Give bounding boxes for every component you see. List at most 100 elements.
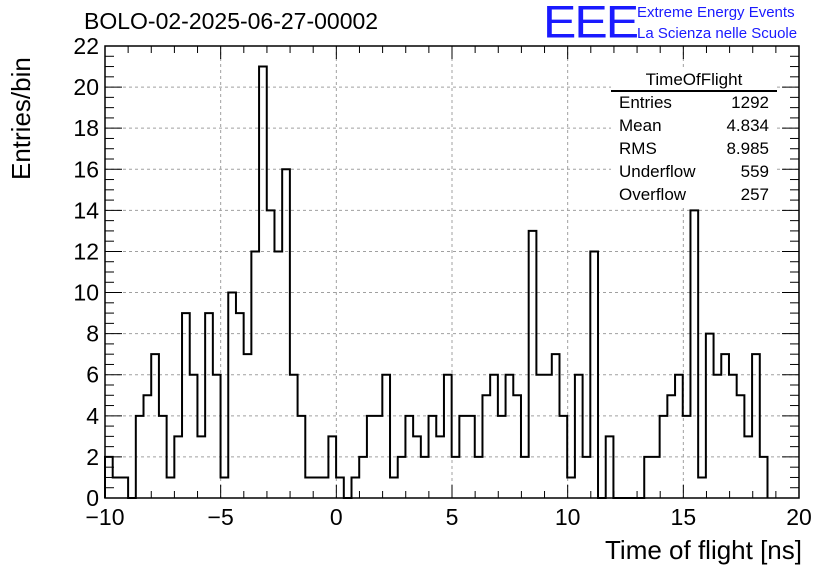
y-axis-label: Entries/bin bbox=[6, 57, 36, 180]
stats-key: Entries bbox=[619, 93, 672, 112]
histogram-bin bbox=[213, 375, 221, 498]
y-tick-label: 4 bbox=[86, 403, 99, 429]
histogram-bin bbox=[228, 293, 236, 498]
histogram-bin bbox=[698, 477, 706, 498]
histogram-bin bbox=[390, 477, 398, 498]
histogram-outline bbox=[104, 65, 769, 499]
histogram-bin bbox=[667, 395, 675, 498]
histogram-bin bbox=[398, 457, 406, 498]
y-tick-label: 12 bbox=[73, 238, 99, 264]
stats-key: Overflow bbox=[619, 185, 687, 204]
y-tick-label: 0 bbox=[86, 485, 99, 511]
histogram-bin bbox=[436, 436, 444, 498]
histogram-bin bbox=[413, 436, 421, 498]
logo-subtitle-line2: La Scienza nelle Scuole bbox=[637, 25, 798, 42]
histogram-bin bbox=[729, 375, 737, 498]
histogram-bin bbox=[382, 375, 390, 498]
stats-value: 8.985 bbox=[726, 139, 769, 158]
x-axis-label: Time of flight [ns] bbox=[605, 535, 802, 565]
histogram-bin bbox=[444, 375, 452, 498]
histogram-bin bbox=[529, 231, 537, 498]
histogram-bin bbox=[752, 354, 760, 498]
stats-key: Underflow bbox=[619, 162, 696, 181]
histogram-bin bbox=[552, 354, 560, 498]
y-tick-label: 2 bbox=[86, 444, 99, 470]
stats-value: 1292 bbox=[731, 93, 769, 112]
histogram-bin bbox=[575, 375, 583, 498]
histogram-bin bbox=[421, 457, 429, 498]
tick-labels: −10 −5 0 5 10 15 20 0 2 4 6 8 10 12 14 16 18 20 22 bbox=[73, 33, 811, 530]
histogram-bin bbox=[221, 477, 229, 498]
histogram-bin bbox=[236, 313, 244, 498]
histogram-bin bbox=[321, 477, 329, 498]
histogram-bin bbox=[144, 395, 152, 498]
histogram-bin bbox=[714, 375, 722, 498]
histogram-bin bbox=[290, 375, 298, 498]
histogram-bin bbox=[174, 436, 182, 498]
histogram-bin bbox=[482, 395, 490, 498]
histogram-bin bbox=[205, 313, 213, 498]
histogram-bin bbox=[197, 436, 205, 498]
x-tick-label: 0 bbox=[330, 504, 343, 530]
histogram-bin bbox=[352, 477, 360, 498]
histogram-bin bbox=[151, 354, 159, 498]
y-tick-label: 20 bbox=[73, 74, 99, 100]
histogram-bin bbox=[244, 354, 252, 498]
y-tick-label: 8 bbox=[86, 321, 99, 347]
histogram-bin bbox=[744, 436, 752, 498]
histogram-bin bbox=[513, 395, 521, 498]
stats-value: 559 bbox=[740, 162, 769, 181]
x-tick-label: 20 bbox=[786, 504, 812, 530]
y-tick-label: 18 bbox=[73, 115, 99, 141]
histogram-bin bbox=[737, 395, 745, 498]
histogram-bin bbox=[675, 375, 683, 498]
eee-logo: EEE bbox=[543, 0, 639, 48]
y-tick-label: 22 bbox=[73, 33, 99, 59]
stats-box: TimeOfFlight Entries 1292 Mean 4.834 RMS… bbox=[611, 68, 777, 208]
stats-value: 4.834 bbox=[726, 116, 769, 135]
histogram-bin bbox=[336, 477, 344, 498]
stats-title: TimeOfFlight bbox=[645, 70, 743, 89]
histogram-bin bbox=[606, 436, 614, 498]
histogram-bin bbox=[167, 477, 175, 498]
histogram-bin bbox=[690, 210, 698, 498]
histogram-bin bbox=[644, 457, 652, 498]
histogram-bin bbox=[721, 354, 729, 498]
x-tick-label: −10 bbox=[85, 504, 124, 530]
x-tick-label: −5 bbox=[208, 504, 234, 530]
histogram-bin bbox=[190, 375, 198, 498]
histogram-bin bbox=[521, 457, 529, 498]
histogram-bin bbox=[267, 210, 275, 498]
run-title: BOLO-02-2025-06-27-00002 bbox=[84, 8, 379, 34]
histogram-bin bbox=[120, 477, 128, 498]
x-tick-label: 5 bbox=[446, 504, 459, 530]
histogram-bin bbox=[475, 457, 483, 498]
histogram-bin bbox=[583, 457, 591, 498]
histogram-bin bbox=[536, 375, 544, 498]
x-tick-label: 10 bbox=[555, 504, 581, 530]
stats-divider bbox=[611, 90, 777, 92]
y-tick-label: 6 bbox=[86, 362, 99, 388]
histogram-bin bbox=[259, 67, 267, 498]
histogram-bin bbox=[328, 436, 336, 498]
logo-subtitle-line1: Extreme Energy Events bbox=[637, 4, 795, 21]
y-tick-label: 10 bbox=[73, 280, 99, 306]
stats-key: RMS bbox=[619, 139, 657, 158]
histogram-bin bbox=[305, 477, 313, 498]
histogram-bin bbox=[359, 457, 367, 498]
histogram-bin bbox=[567, 477, 575, 498]
stats-key: Mean bbox=[619, 116, 662, 135]
y-tick-label: 16 bbox=[73, 156, 99, 182]
histogram-bin bbox=[544, 375, 552, 498]
histogram-bin bbox=[490, 375, 498, 498]
x-tick-label: 15 bbox=[671, 504, 697, 530]
histogram-bin bbox=[182, 313, 190, 498]
y-tick-label: 14 bbox=[73, 197, 99, 223]
histogram-bin bbox=[652, 457, 660, 498]
histogram-bin bbox=[452, 457, 460, 498]
histogram-bin bbox=[506, 375, 514, 498]
histogram-bin bbox=[760, 457, 768, 498]
histogram-series bbox=[104, 65, 769, 499]
stats-value: 257 bbox=[740, 185, 769, 204]
axis-ticks bbox=[104, 45, 800, 499]
